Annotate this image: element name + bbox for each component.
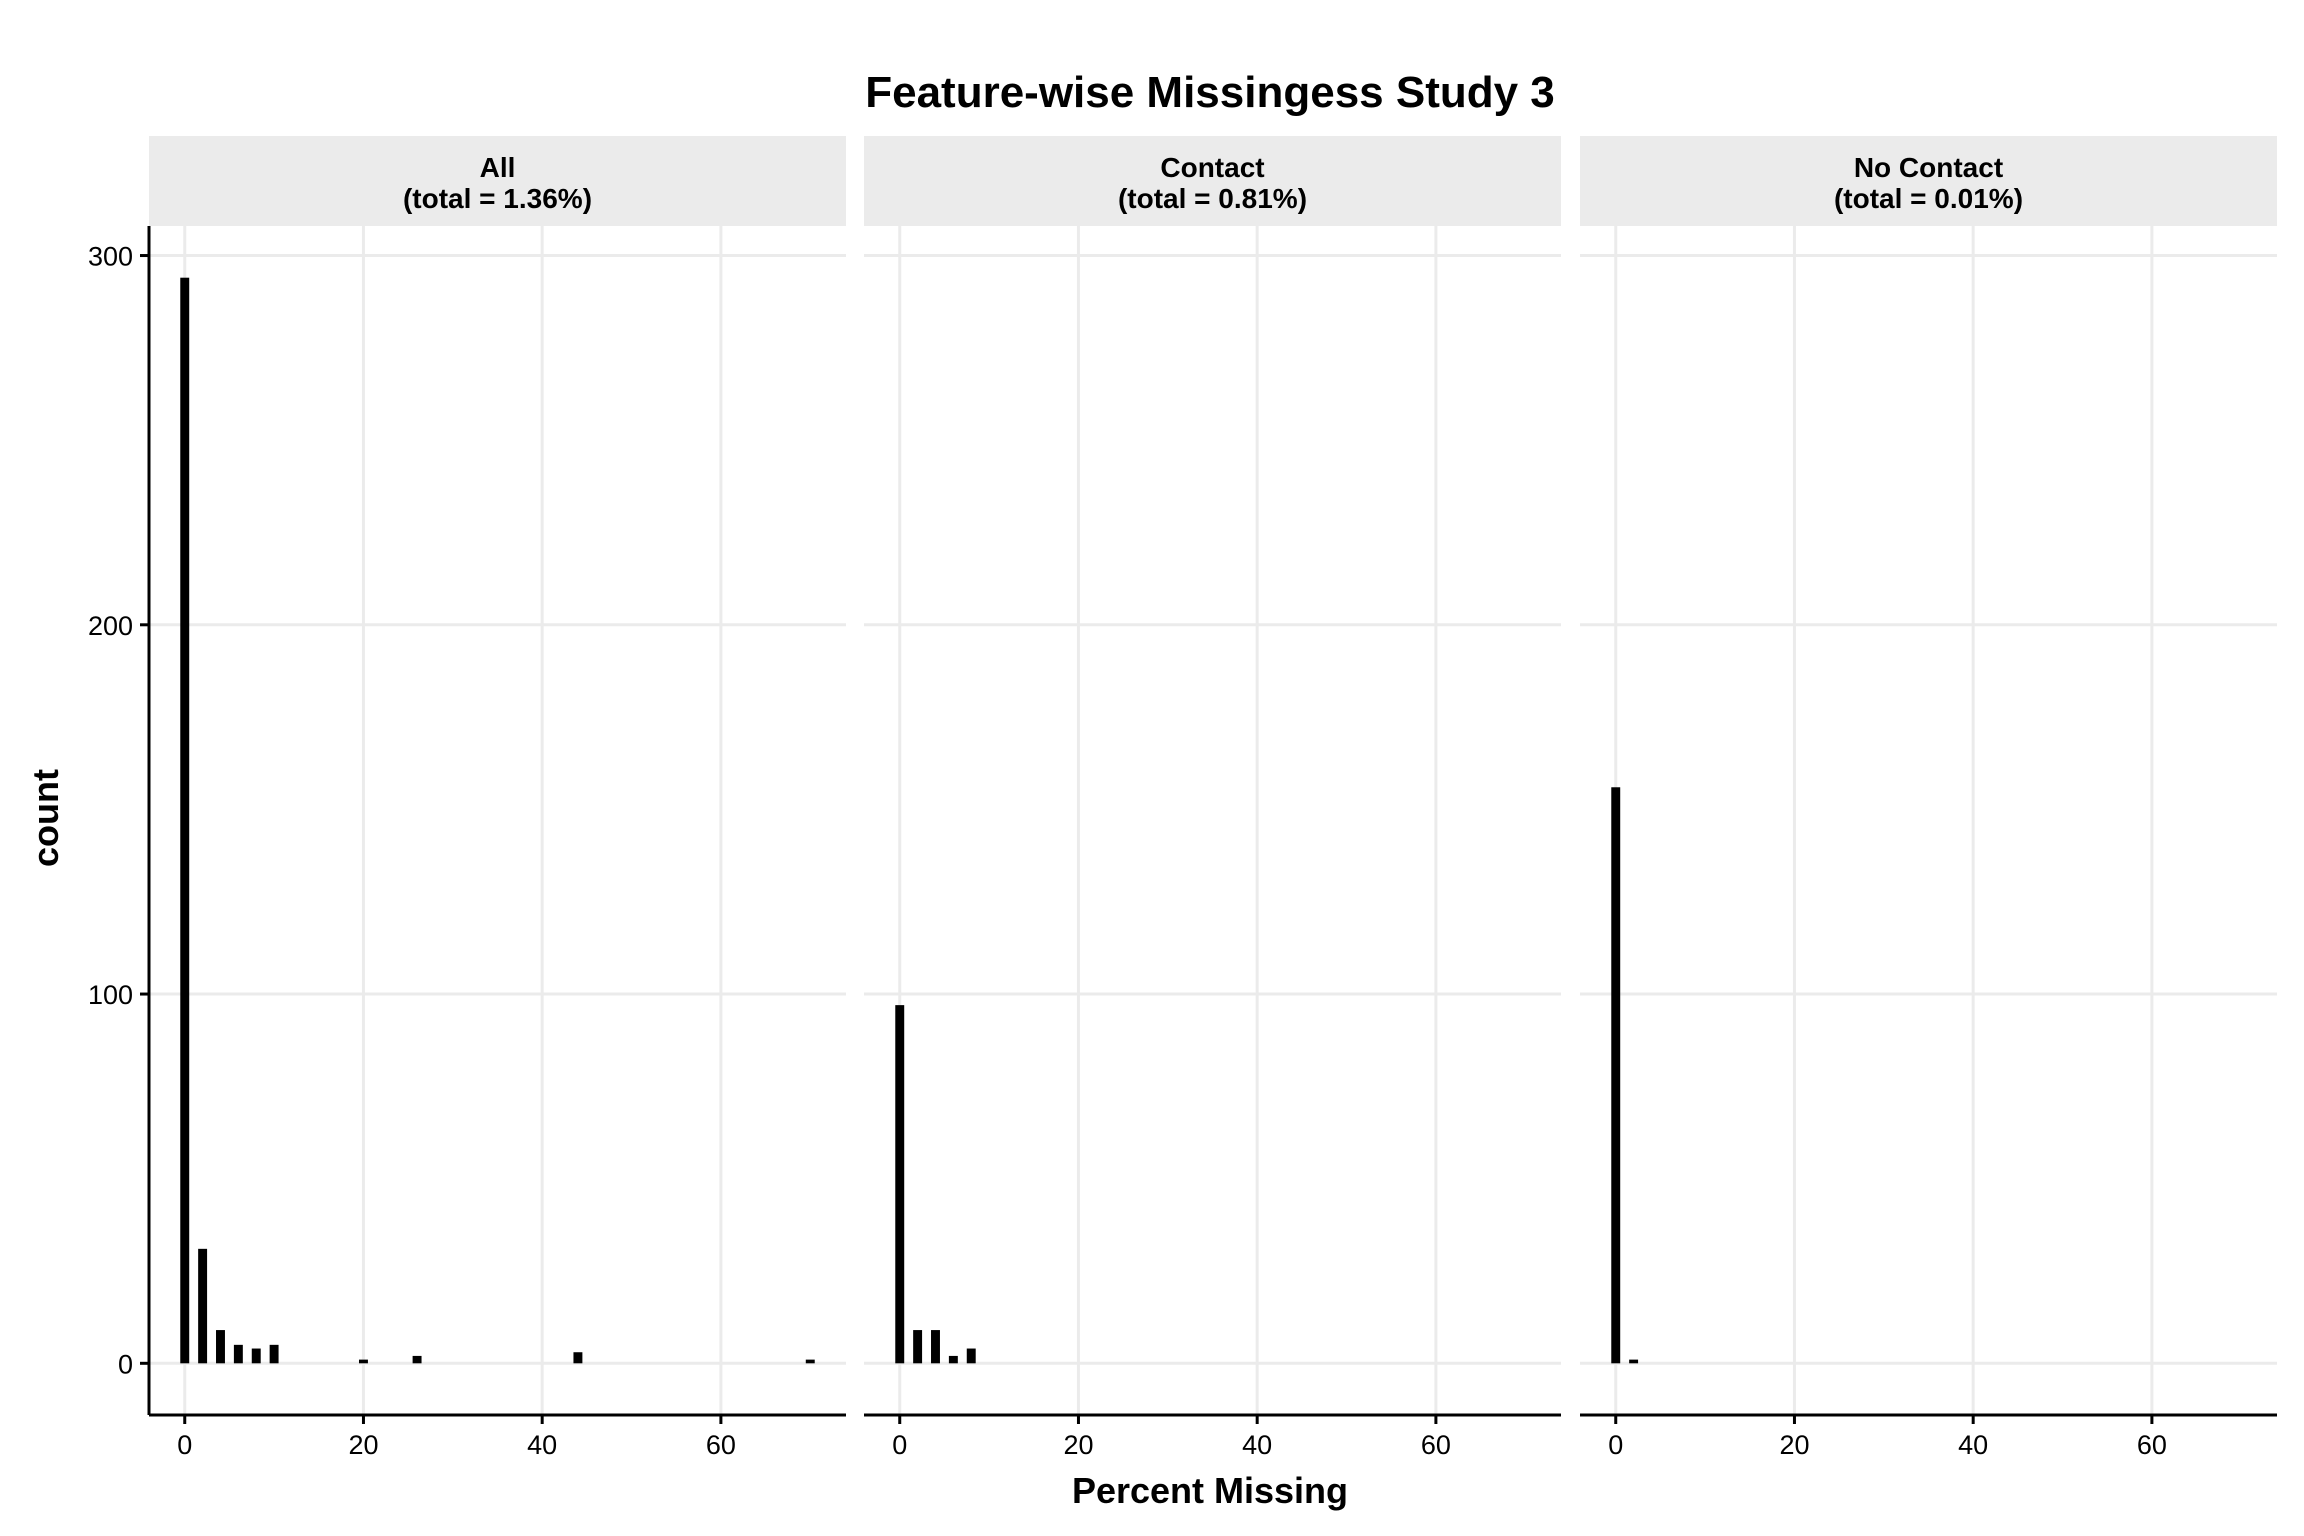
histogram-bar bbox=[573, 1352, 583, 1364]
x-tick-label: 60 bbox=[2137, 1430, 2167, 1460]
facet-panel-3: No Contact(total = 0.01%) 0 20 40 60 bbox=[1580, 136, 2277, 1460]
histogram-bar bbox=[931, 1330, 940, 1364]
histogram-bar bbox=[358, 1359, 368, 1364]
x-tick-label: 0 bbox=[892, 1430, 907, 1460]
facet-panel-1: All(total = 1.36%) 0 20 40 60 0 100 200 300 bbox=[88, 136, 846, 1460]
histogram-bar bbox=[180, 277, 190, 1364]
facet-panels: All(total = 1.36%)0 20 40 600100200300Conta… bbox=[88, 136, 2277, 1460]
y-axis-title: count bbox=[25, 769, 66, 867]
histogram-bar bbox=[198, 1248, 208, 1364]
facet-panel-2: Contact(total = 0.81%) 0 20 40 60 bbox=[864, 136, 1561, 1460]
facet-strip-background bbox=[864, 136, 1561, 226]
chart-title: Feature-wise Missingess Study 3 bbox=[865, 68, 1555, 117]
facet-strip-total: (total = 1.36%) bbox=[403, 183, 592, 214]
x-tick-label: 40 bbox=[1242, 1430, 1272, 1460]
facet-strip-total: (total = 0.81%) bbox=[1118, 183, 1307, 214]
x-tick-label: 60 bbox=[706, 1430, 736, 1460]
histogram-bar bbox=[895, 1005, 905, 1364]
histogram-bar bbox=[1611, 787, 1621, 1364]
y-tick-label: 100 bbox=[88, 980, 133, 1010]
histogram-bar bbox=[1629, 1359, 1639, 1364]
x-tick-label: 40 bbox=[1958, 1430, 1988, 1460]
facet-strip-label: Contact bbox=[1160, 152, 1264, 183]
histogram-bar bbox=[412, 1355, 422, 1364]
histogram-bar bbox=[233, 1344, 243, 1364]
facet-strip-total: (total = 0.01%) bbox=[1834, 183, 2023, 214]
histogram-bar bbox=[913, 1330, 923, 1364]
histogram-bar bbox=[251, 1348, 261, 1364]
x-axis-title: Percent Missing bbox=[1072, 1470, 1348, 1511]
y-tick-label: 300 bbox=[88, 242, 133, 272]
histogram-bar bbox=[269, 1344, 279, 1364]
x-tick-label: 40 bbox=[527, 1430, 557, 1460]
x-tick-label: 60 bbox=[1421, 1430, 1451, 1460]
histogram-bar bbox=[216, 1330, 225, 1364]
x-tick-label: 20 bbox=[348, 1430, 378, 1460]
facet-strip-background bbox=[1580, 136, 2277, 226]
facet-strip-background bbox=[149, 136, 846, 226]
histogram-bar bbox=[948, 1355, 958, 1364]
histogram-bar bbox=[966, 1348, 976, 1364]
facet-strip-label: All bbox=[480, 152, 516, 183]
x-tick-label: 0 bbox=[177, 1430, 192, 1460]
histogram-bar bbox=[805, 1359, 815, 1364]
x-tick-label: 20 bbox=[1779, 1430, 1809, 1460]
y-tick-label: 200 bbox=[88, 611, 133, 641]
x-tick-label: 0 bbox=[1608, 1430, 1623, 1460]
x-tick-label: 20 bbox=[1063, 1430, 1093, 1460]
facet-strip-label: No Contact bbox=[1854, 152, 2003, 183]
y-tick-label: 0 bbox=[118, 1349, 133, 1379]
